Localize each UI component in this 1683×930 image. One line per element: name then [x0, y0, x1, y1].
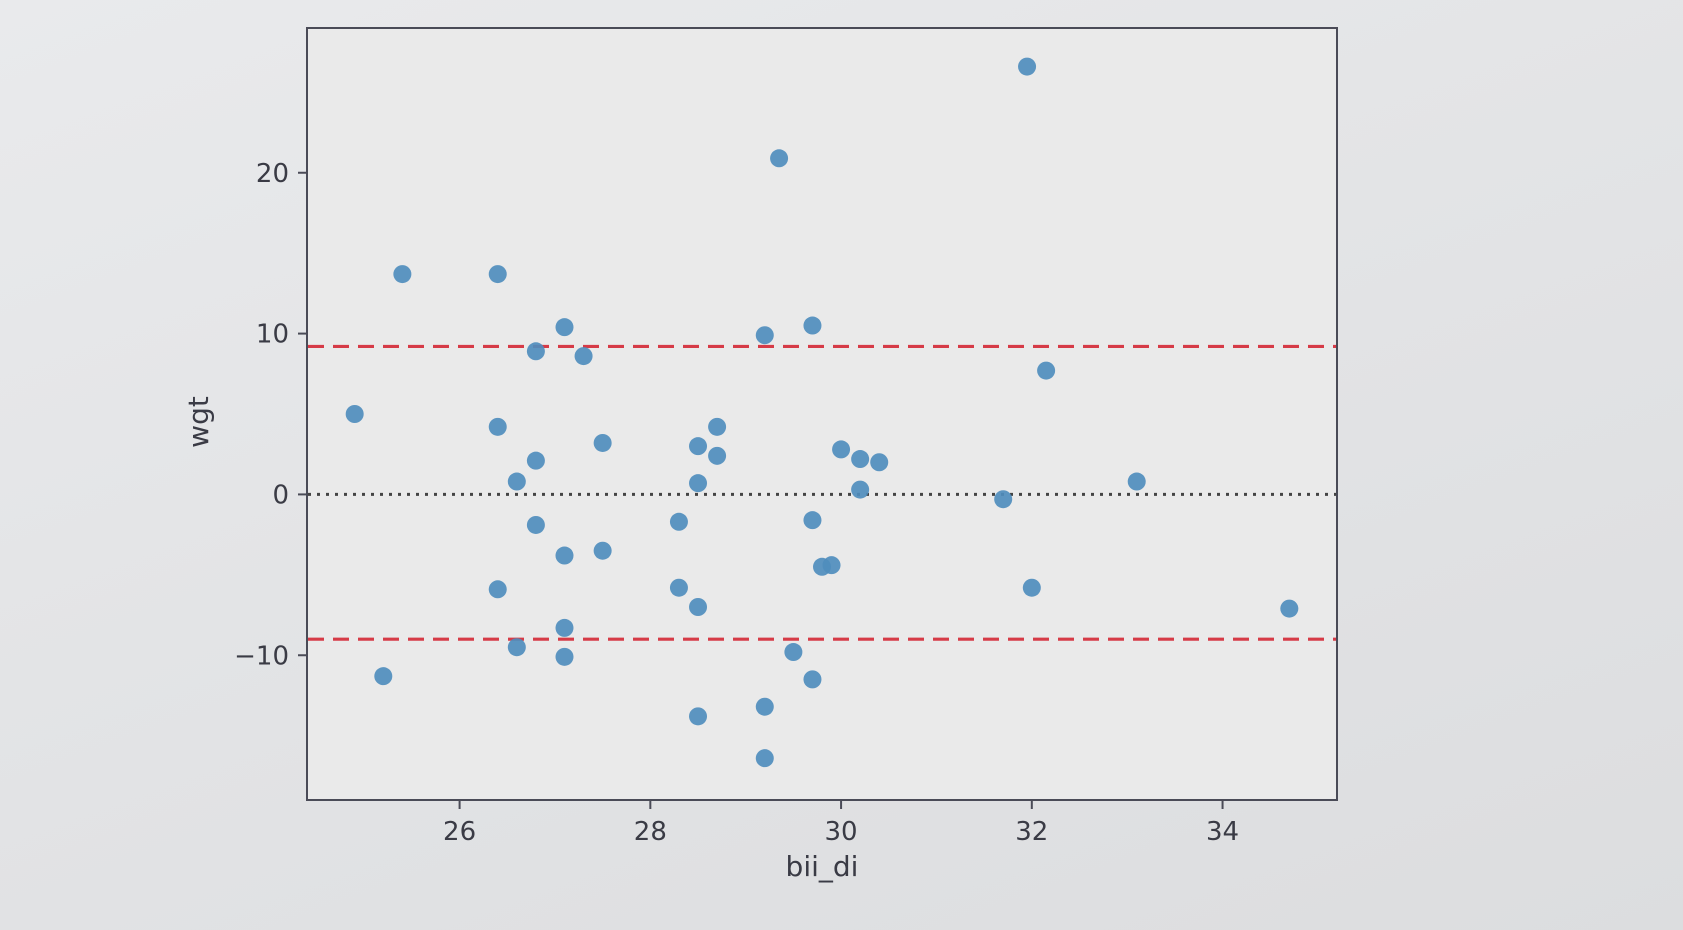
data-point [574, 347, 593, 366]
data-point [555, 647, 574, 666]
data-point [851, 480, 870, 499]
y-tick-label: 20 [256, 159, 289, 189]
data-point [555, 546, 574, 565]
data-point [345, 405, 364, 423]
data-points [345, 57, 1299, 768]
data-point [770, 149, 789, 168]
data-point [1018, 57, 1037, 76]
data-point [784, 643, 803, 662]
y-tick-label: 0 [272, 480, 289, 510]
data-point [803, 316, 822, 335]
data-point [1127, 472, 1146, 491]
data-point [803, 670, 822, 689]
data-point [526, 515, 545, 534]
data-point [803, 511, 822, 530]
data-point [755, 697, 774, 716]
x-tick-label: 32 [1015, 817, 1048, 847]
data-point [689, 474, 708, 493]
x-tick-label: 34 [1206, 817, 1239, 847]
data-point [755, 326, 774, 345]
data-point [851, 450, 870, 469]
data-point [994, 490, 1013, 509]
data-point [1022, 578, 1041, 597]
x-axis-ticks: 26 28 30 32 34 [443, 800, 1239, 847]
data-point [488, 417, 507, 436]
data-point [669, 512, 688, 531]
data-point [526, 451, 545, 470]
y-tick-label: −10 [234, 641, 289, 671]
data-point [526, 342, 545, 361]
data-point [822, 556, 841, 575]
data-point [507, 472, 526, 491]
data-point [488, 265, 507, 284]
data-point [488, 580, 507, 599]
data-point [555, 618, 574, 637]
data-point [669, 578, 688, 597]
data-point [755, 749, 774, 768]
data-point [708, 417, 727, 436]
data-point [393, 265, 412, 284]
data-point [689, 598, 708, 616]
data-point [593, 541, 612, 560]
data-point [593, 433, 612, 452]
data-point [689, 707, 708, 726]
x-tick-label: 30 [825, 817, 858, 847]
data-point [507, 638, 526, 657]
data-point [832, 440, 851, 459]
data-point [555, 318, 574, 337]
data-point [870, 453, 889, 472]
data-point [708, 446, 727, 465]
x-tick-label: 28 [634, 817, 667, 847]
y-tick-label: 10 [256, 320, 289, 350]
x-tick-label: 26 [443, 817, 476, 847]
data-point [374, 667, 393, 686]
data-point [689, 437, 708, 456]
x-axis-label: bii_di [786, 850, 859, 883]
y-axis-label: wgt [182, 396, 215, 448]
data-point [1037, 361, 1056, 380]
plot-background [306, 27, 1338, 801]
data-point [1280, 599, 1299, 618]
y-axis-ticks: −10 0 10 20 [234, 159, 307, 671]
reference-lines [308, 344, 1336, 641]
